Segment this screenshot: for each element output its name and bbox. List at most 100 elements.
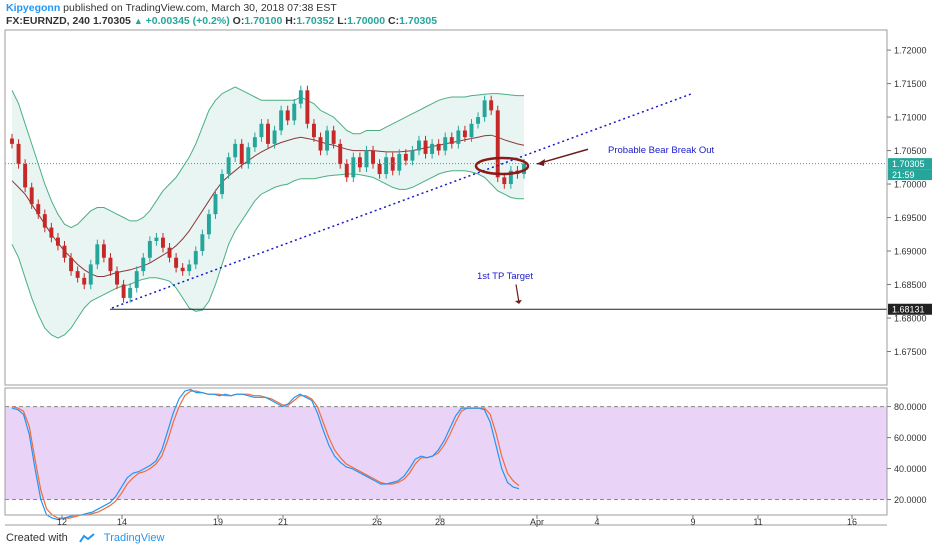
candle-body — [371, 150, 375, 164]
candle-body — [266, 123, 270, 144]
candle-body — [75, 271, 80, 278]
candle-body — [495, 110, 500, 178]
candle-body — [246, 147, 251, 164]
candle-body — [430, 143, 435, 154]
candle-body — [318, 137, 323, 151]
candle-body — [167, 247, 172, 258]
candle-body — [325, 130, 330, 151]
price-tick-label: 1.70000 — [894, 180, 927, 190]
candle-body — [364, 150, 369, 168]
candle-body — [69, 257, 74, 272]
price-badge-countdown — [888, 169, 932, 181]
candle-body — [213, 194, 218, 215]
candle-body — [62, 245, 67, 258]
open-value: 1.70100 — [244, 15, 283, 27]
author-link[interactable]: Kipyegonn — [6, 2, 61, 14]
candle-body — [101, 244, 106, 258]
stochastic-pane — [5, 388, 887, 521]
open-label: O: — [232, 15, 245, 27]
time-tick-label: 21 — [278, 517, 288, 527]
candle-body — [42, 214, 47, 228]
candle-body — [384, 157, 389, 175]
time-tick-label: Apr — [530, 517, 544, 527]
annotation-bear-breakout: Probable Bear Break Out — [608, 145, 715, 156]
candle-body — [134, 271, 139, 288]
stoch-tick-label: 60.0000 — [894, 433, 927, 443]
candle-body — [410, 150, 415, 161]
breakout-arrow-head-icon — [537, 158, 545, 166]
time-tick-label: 28 — [435, 517, 445, 527]
candle-body — [206, 214, 211, 235]
tradingview-brand[interactable]: TradingView — [103, 532, 165, 544]
low-label: L: — [337, 15, 348, 27]
candle-body — [522, 163, 526, 175]
price-change: +0.00345 (+0.2%) — [145, 15, 230, 27]
candle-body — [377, 163, 382, 175]
candle-body — [436, 143, 441, 151]
high-value: 1.70352 — [296, 15, 335, 27]
candle-body — [489, 100, 494, 111]
candle-body — [121, 284, 126, 298]
candle-body — [55, 237, 60, 246]
annotation-tp-target: 1st TP Target — [477, 271, 533, 282]
candle-body — [502, 177, 507, 185]
stoch-tick-label: 40.0000 — [894, 464, 927, 474]
time-tick-label: 11 — [753, 517, 762, 527]
stoch-tick-label: 80.0000 — [894, 402, 927, 412]
price-tick-label: 1.68500 — [894, 280, 927, 290]
candle-body — [226, 157, 231, 175]
low-value: 1.70000 — [347, 15, 386, 27]
symbol-name[interactable]: FX:EURNZD, 240 — [6, 15, 91, 27]
price-tick-label: 1.69000 — [894, 247, 927, 257]
candle-body — [174, 257, 179, 268]
candle-body — [462, 130, 467, 138]
candle-body — [233, 143, 238, 158]
price-tick-label: 1.71000 — [894, 113, 927, 123]
stoch-pane-frame — [4, 387, 888, 516]
up-arrow-icon: ▲ — [133, 16, 143, 26]
candle-body — [95, 244, 100, 265]
time-tick-label: 4 — [594, 517, 599, 527]
candle-body — [10, 138, 14, 144]
stoch-band-fill — [5, 406, 887, 500]
time-tick-label: 14 — [117, 517, 127, 527]
breakout-ellipse — [474, 156, 530, 176]
candle-body — [108, 257, 113, 272]
candle-body — [16, 143, 21, 164]
price-pane-frame — [4, 29, 888, 386]
price-badge-label: 21:59 — [892, 170, 915, 180]
price-tick-label: 1.69500 — [894, 213, 927, 223]
candle-body — [88, 264, 93, 285]
candle-body — [49, 227, 54, 238]
time-tick-label: 12 — [57, 517, 67, 527]
close-label: C: — [388, 15, 400, 27]
candle-body — [338, 143, 343, 164]
candle-body — [469, 123, 474, 138]
price-tick-label: 1.70500 — [894, 146, 927, 156]
candle-body — [115, 271, 119, 285]
bollinger-lower-line — [11, 170, 524, 339]
candle-body — [252, 137, 257, 148]
published-text: published on TradingView.com, March 30, … — [63, 2, 337, 14]
breakout-arrow — [536, 148, 589, 165]
price-pane: Probable Bear Break Out 1st TP Target — [5, 85, 887, 339]
trend-line — [111, 92, 693, 309]
price-tick-label: 1.68000 — [894, 314, 927, 324]
price-tick-label: 1.67500 — [894, 347, 927, 357]
candle-body — [292, 103, 297, 121]
candle-body — [29, 187, 34, 205]
time-tick-label: 16 — [847, 517, 857, 527]
tp-arrow — [515, 284, 520, 303]
stoch-tick-label: 20.0000 — [894, 495, 927, 505]
candle-body — [449, 137, 454, 144]
candle-body — [311, 123, 316, 138]
last-price: 1.70305 — [92, 15, 131, 27]
candle-body — [180, 267, 185, 272]
candle-body — [456, 130, 461, 144]
axes: 1.72000 1.71500 1.71000 1.70500 1.70000 1.695… — [4, 29, 932, 527]
stoch-k-line — [11, 388, 520, 521]
candle-body — [23, 163, 28, 188]
candle-body — [357, 157, 362, 168]
candle-body — [220, 174, 225, 195]
